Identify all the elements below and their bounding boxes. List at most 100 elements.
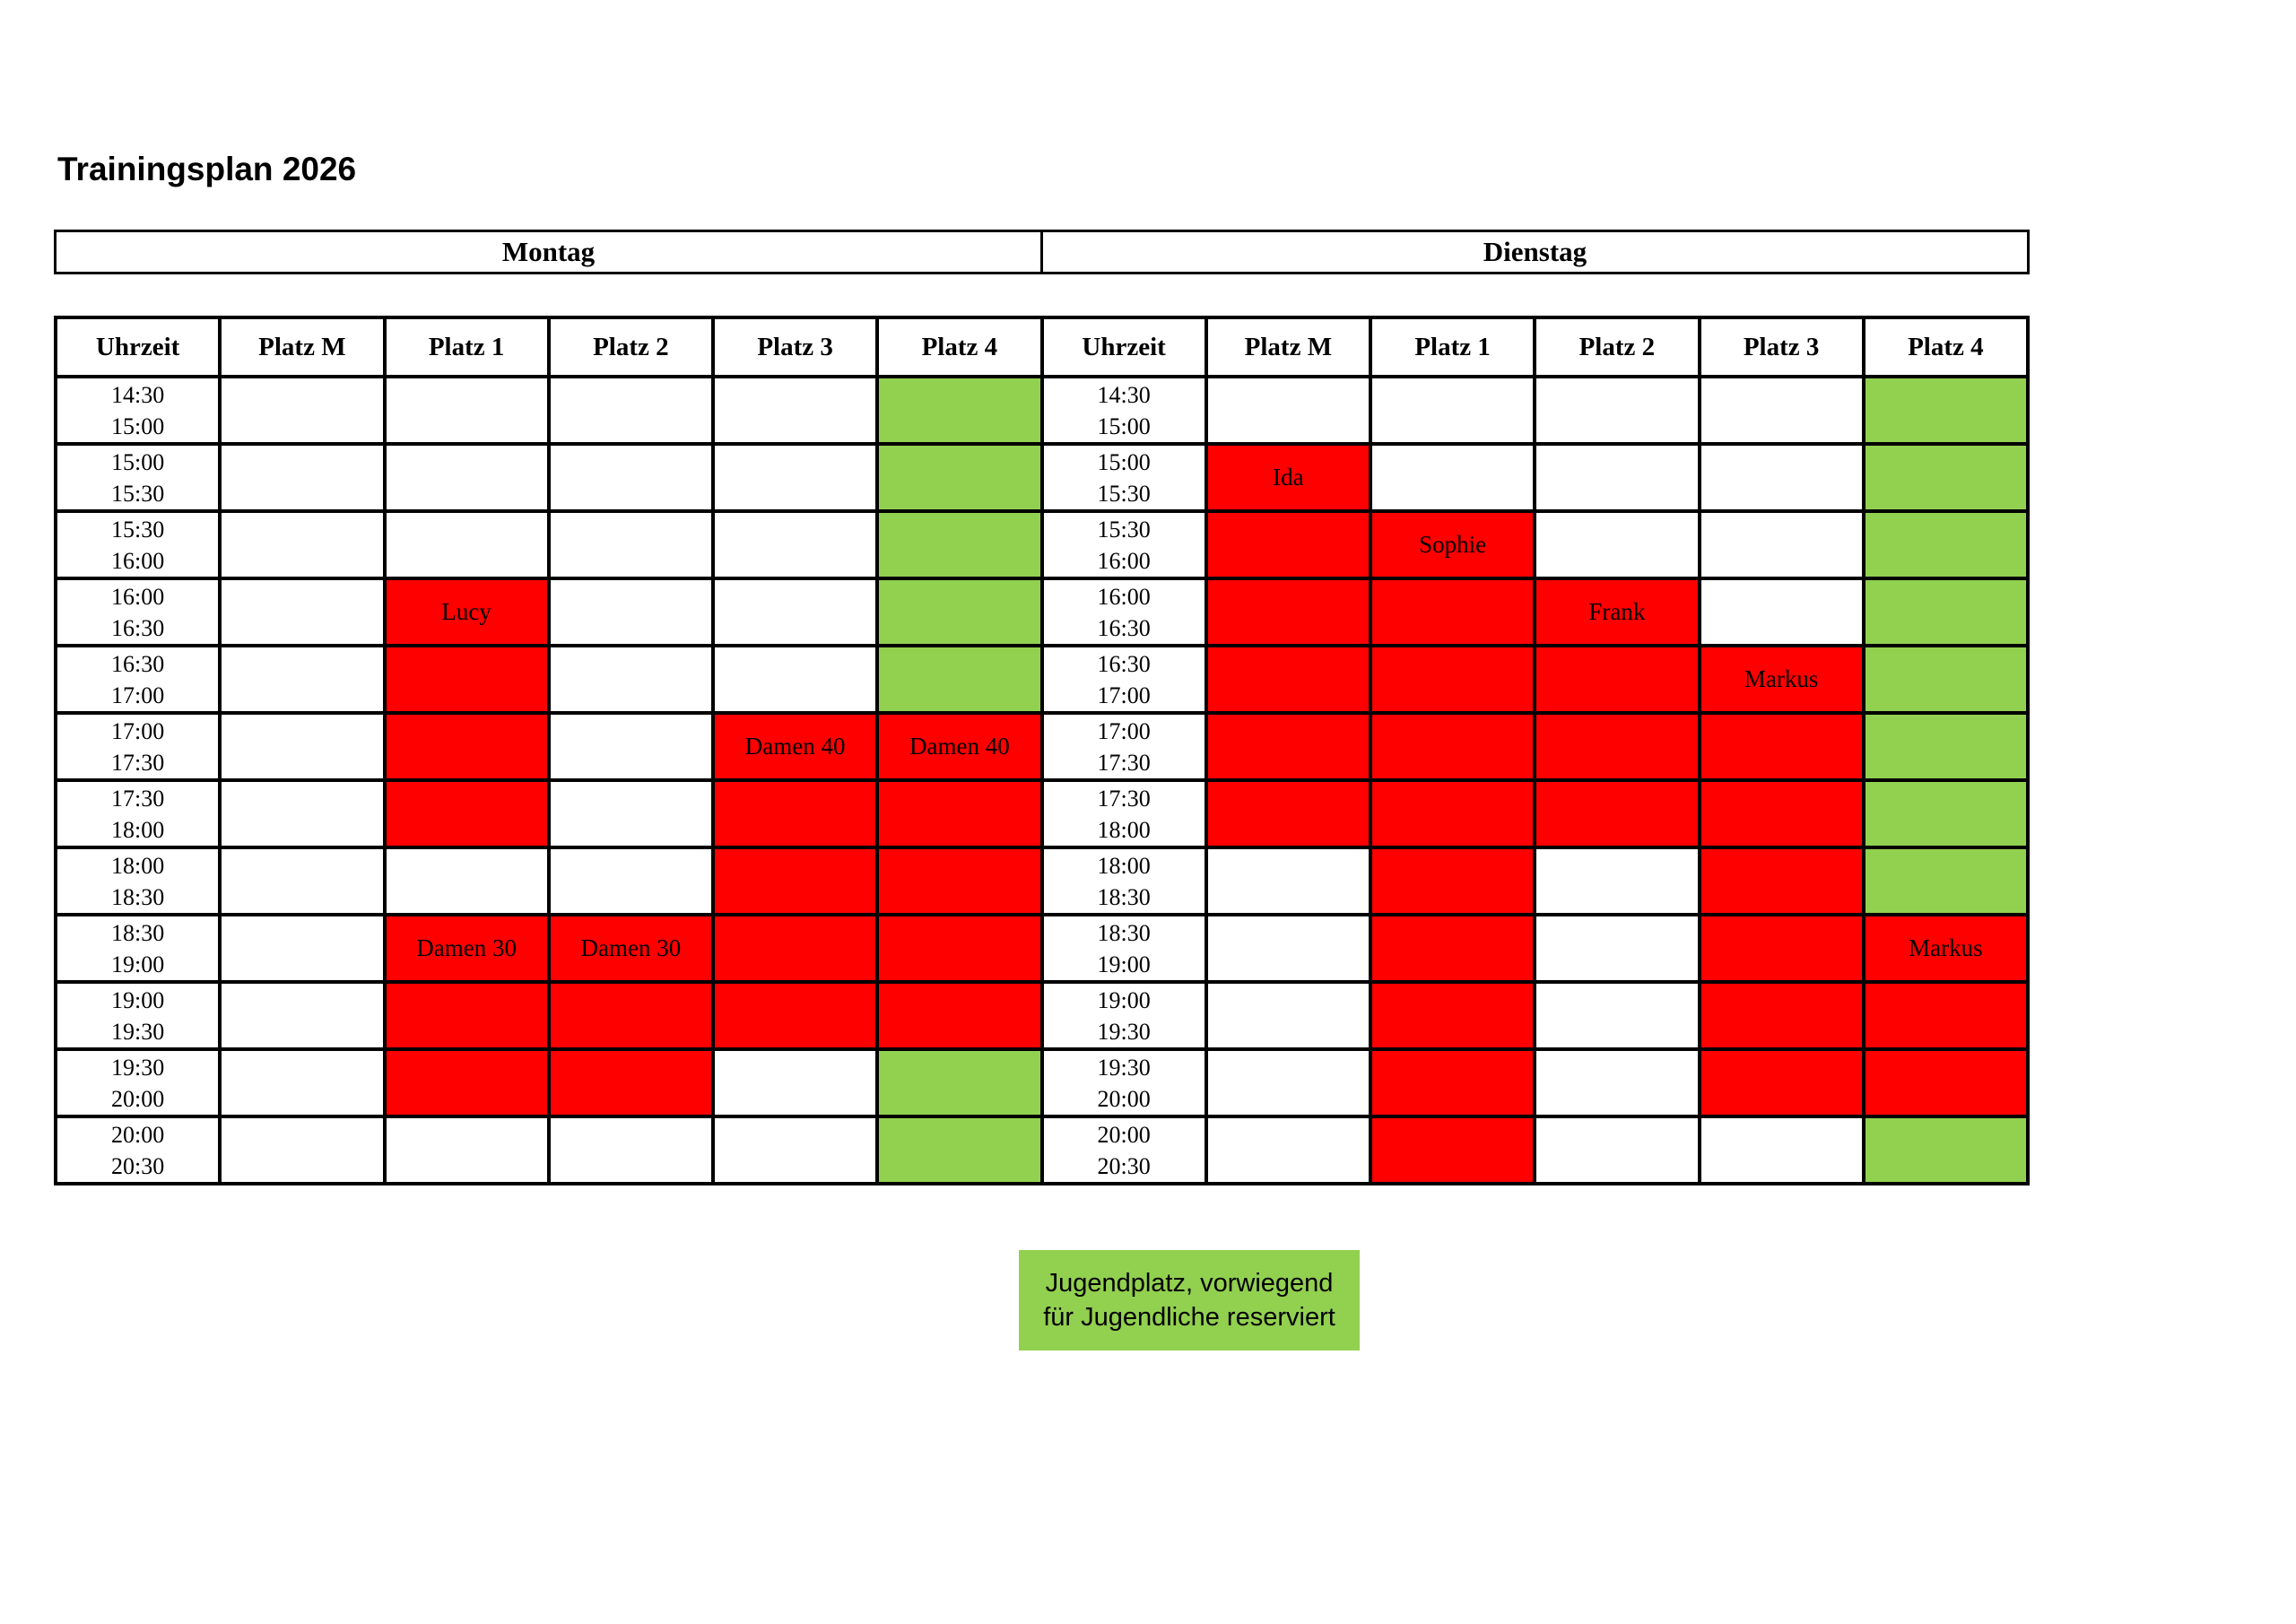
time-cell: 17:00 17:30 [53,711,222,782]
slot-cell-youth [875,1047,1044,1118]
legend-line-1: Jugendplatz, vorwiegend [1045,1269,1334,1298]
slot-cell-free [1533,846,1701,916]
slot-cell-free [1697,375,1866,446]
time-label: 20:00 [1097,1085,1151,1112]
time-label: 19:00 [1097,951,1151,977]
slot-cell-free [218,913,387,984]
time-label: 19:30 [111,1018,165,1045]
slot-cell-booked [1204,778,1373,849]
time-label: 16:30 [1097,650,1151,677]
slot-cell-free [1533,375,1701,446]
time-label: 16:00 [111,547,165,574]
slot-cell-free [218,442,387,513]
slot-cell-booked: Markus [1861,913,2031,984]
table-row: 15:00 15:30 15:00 15:30 Ida [53,442,2031,513]
slot-cell-booked [382,711,551,782]
slot-cell-booked [710,778,880,849]
slot-cell-booked [1204,644,1373,715]
table-row: 15:30 16:00 15:30 16:00 Sophie [53,509,2031,580]
slot-cell-free [1204,913,1373,984]
slot-cell-booked [1368,778,1537,849]
slot-cell-booked: Ida [1204,442,1373,513]
time-label: 20:30 [1097,1152,1151,1179]
slot-cell-free [546,375,716,446]
time-label: 17:00 [111,717,165,744]
time-cell: 19:30 20:00 [53,1047,222,1118]
slot-cell-booked [1861,1047,2031,1118]
time-cell: 17:00 17:30 [1039,711,1208,782]
slot-cell-booked [1533,711,1701,782]
table-row: 16:00 16:30 Lucy 16:00 16:30 Frank [53,577,2031,647]
slot-cell-booked: Markus [1697,644,1866,715]
slot-cell-free [1204,375,1373,446]
slot-cell-booked [1697,711,1866,782]
time-cell: 18:30 19:00 [53,913,222,984]
column-header: Platz 3 [710,316,880,378]
slot-cell-free [546,778,716,849]
slot-cell-free [1533,442,1701,513]
slot-cell-booked [1368,980,1537,1051]
time-label: 15:30 [1097,480,1151,507]
slot-cell-booked [1368,1115,1537,1185]
slot-cell-booked [875,980,1044,1051]
slot-cell-free [1204,980,1373,1051]
table-row: 19:30 20:00 19:30 20:00 [53,1047,2031,1118]
slot-cell-booked [1368,577,1537,647]
time-label: 16:30 [111,650,165,677]
slot-cell-youth [1861,442,2031,513]
slot-cell-booked [382,778,551,849]
slot-cell-booked [1204,711,1373,782]
slot-cell-free [1697,577,1866,647]
time-cell: 14:30 15:00 [1039,375,1208,446]
slot-cell-booked: Sophie [1368,509,1537,580]
slot-cell-youth [875,442,1044,513]
column-header: Platz 2 [1533,316,1701,378]
time-label: 14:30 [111,381,165,408]
slot-cell-youth [1861,778,2031,849]
day-header-dienstag: Dienstag [1040,232,2027,272]
time-label: 19:00 [111,986,165,1013]
slot-cell-booked [1368,711,1537,782]
slot-cell-free [382,846,551,916]
slot-cell-youth [875,577,1044,647]
time-label: 19:30 [1097,1018,1151,1045]
slot-cell-booked [1368,1047,1537,1118]
table-row: 14:30 15:00 14:30 15:00 [53,375,2031,446]
slot-cell-free [1204,1115,1373,1185]
slot-cell-free [218,846,387,916]
table-row: 20:00 20:30 20:00 20:30 [53,1115,2031,1185]
column-header: Platz M [218,316,387,378]
column-header: Platz 2 [546,316,716,378]
slot-cell-free [1533,1047,1701,1118]
table-row: 18:30 19:00 Damen 30 Damen 30 18:30 19:00 Mark… [53,913,2031,984]
time-label: 19:30 [1097,1054,1151,1081]
time-label: 15:00 [111,413,165,439]
slot-cell-booked: Damen 30 [382,913,551,984]
day-header-row: Montag Dienstag [54,230,2030,274]
time-label: 18:00 [1097,852,1151,879]
column-header: Uhrzeit [1039,316,1208,378]
slot-cell-free [1697,509,1866,580]
slot-cell-youth [1861,509,2031,580]
time-cell: 19:00 19:30 [1039,980,1208,1051]
slot-cell-free [218,980,387,1051]
time-cell: 17:30 18:00 [1039,778,1208,849]
column-header: Platz M [1204,316,1373,378]
slot-cell-free [1204,1047,1373,1118]
column-header: Platz 4 [1861,316,2031,378]
slot-cell-youth [875,375,1044,446]
time-label: 17:00 [1097,682,1151,708]
time-label: 18:00 [111,852,165,879]
slot-cell-free [1533,509,1701,580]
slot-cell-booked [710,980,880,1051]
time-cell: 15:30 16:00 [53,509,222,580]
time-label: 16:00 [1097,583,1151,610]
slot-cell-free [710,644,880,715]
time-label: 18:30 [111,883,165,910]
time-label: 17:30 [1097,785,1151,812]
time-label: 17:30 [1097,749,1151,776]
time-label: 18:30 [1097,919,1151,946]
time-label: 17:30 [111,749,165,776]
slot-cell-free [382,509,551,580]
slot-cell-free [382,442,551,513]
